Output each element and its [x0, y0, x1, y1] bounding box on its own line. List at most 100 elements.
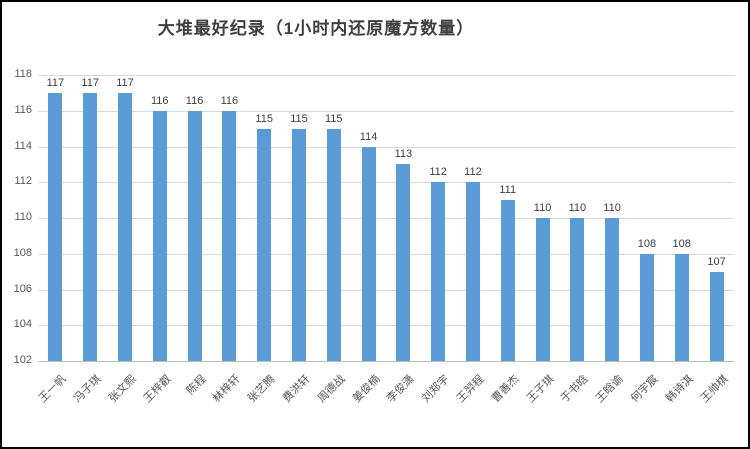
bar: [152, 110, 167, 361]
bar-series: 117 117 117 116 116 116 115 115 115 114 113 112 112 1…: [38, 75, 734, 361]
y-tick-label: 118: [14, 68, 32, 80]
x-category-label: 王帅棋: [698, 373, 731, 405]
y-tick-label: 114: [14, 139, 32, 152]
bar-slot: 117: [38, 75, 73, 361]
x-category-label: 王一帆: [37, 373, 70, 405]
bar: [465, 182, 480, 361]
bar-value-label: 117: [81, 76, 99, 89]
x-category-label: 李俊潇: [385, 373, 418, 405]
y-tick-label: 104: [13, 318, 32, 331]
bar: [326, 128, 341, 361]
x-category-label: 王子琪: [524, 373, 557, 405]
bar-value-label: 110: [568, 202, 587, 214]
x-category-label: 于书晗: [559, 373, 592, 405]
bar-value-label: 112: [464, 166, 482, 179]
x-axis: 王一帆 冯子琪 张文熙 王梓叡 陈程 林梓轩 张艺腾 费洪轩 周德战 姜俊楠 李俊潇 刘郑宇 王羿程 曹善…: [37, 363, 734, 447]
bar: [674, 253, 689, 361]
bar-value-label: 111: [499, 184, 517, 197]
bar-value-label: 116: [220, 94, 239, 107]
bar-slot: 110: [560, 75, 595, 361]
bar-slot: 115: [316, 75, 351, 361]
bar: [396, 164, 411, 361]
bar-value-label: 107: [707, 255, 726, 268]
gridline: [38, 110, 734, 112]
gridline: [38, 218, 734, 219]
bar-slot: 117: [108, 75, 143, 361]
x-category-label: 姜俊楠: [350, 373, 383, 405]
bar: [222, 110, 237, 361]
y-tick-label: 112: [14, 175, 32, 188]
x-category-label: 王晗谕: [593, 373, 626, 405]
bar-value-label: 117: [46, 76, 65, 89]
bar: [639, 253, 654, 361]
bar-value-label: 117: [116, 76, 134, 89]
bar: [605, 218, 620, 361]
bar-value-label: 108: [637, 237, 657, 250]
gridline: [38, 75, 734, 76]
bar-slot: 114: [351, 75, 386, 361]
bar-value-label: 116: [151, 94, 169, 107]
bar-slot: 116: [177, 75, 212, 361]
bar: [570, 218, 585, 361]
bar-value-label: 114: [359, 130, 378, 143]
bar: [431, 182, 446, 361]
x-category-label: 林梓轩: [211, 373, 244, 405]
bar-value-label: 116: [185, 94, 204, 107]
bar-slot: 116: [142, 75, 177, 361]
bar-slot: 110: [595, 75, 630, 361]
bar: [500, 200, 515, 361]
bar-slot: 108: [630, 75, 665, 361]
bar-value-label: 110: [533, 202, 552, 214]
bar: [187, 110, 202, 361]
bar-value-label: 108: [672, 237, 691, 250]
gridline: [38, 289, 734, 291]
bar: [257, 128, 272, 361]
bar-slot: 112: [421, 75, 456, 361]
bar-slot: 111: [490, 75, 525, 361]
bar-slot: 113: [386, 75, 421, 361]
bar-value-label: 115: [290, 112, 308, 125]
y-tick-label: 108: [13, 246, 32, 259]
x-category-label: 费洪轩: [280, 373, 313, 405]
gridline: [38, 253, 734, 255]
bar: [48, 92, 63, 361]
bar: [291, 128, 306, 361]
x-category-label: 何宇宸: [628, 373, 661, 405]
gridline: [38, 146, 734, 148]
bar-slot: 117: [73, 75, 108, 361]
bar-slot: 115: [247, 75, 282, 361]
bar-slot: 110: [525, 75, 560, 361]
x-category-label: 韩诗淇: [663, 373, 696, 405]
gridline: [38, 182, 734, 184]
plot-area: 117 117 117 116 116 116 115 115 115 114 113 112 112 1…: [38, 75, 734, 362]
bar-value-label: 115: [324, 112, 343, 125]
bar-value-label: 113: [394, 148, 413, 161]
x-category-label: 冯子琪: [71, 373, 104, 405]
bar-slot: 107: [699, 75, 734, 361]
x-category-label: 张艺腾: [245, 373, 278, 405]
bar: [83, 92, 98, 361]
y-axis: 102 104 106 108 110 112 114 116 118: [2, 2, 34, 447]
bar-value-label: 110: [603, 202, 621, 214]
x-category-label: 刘郑宇: [419, 373, 452, 405]
bar-slot: 112: [456, 75, 491, 361]
chart-title: 大堆最好纪录（1小时内还原魔方数量）: [157, 19, 475, 38]
bar-slot: 108: [664, 75, 699, 361]
y-tick-label: 106: [13, 282, 32, 295]
bar-slot: 115: [282, 75, 317, 361]
bar-value-label: 115: [255, 112, 273, 125]
bar: [361, 146, 376, 361]
gridline: [38, 325, 734, 327]
bar-slot: 116: [212, 75, 247, 361]
x-axis-line: [38, 361, 734, 362]
x-category-label: 张文熙: [106, 373, 139, 405]
bar: [709, 271, 724, 361]
x-category-label: 曹善杰: [489, 373, 522, 405]
y-tick-label: 110: [14, 211, 32, 223]
x-category-label: 陈程: [184, 373, 209, 398]
x-category-label: 王梓叡: [141, 373, 174, 405]
bar-value-label: 112: [429, 166, 447, 179]
x-category-label: 王羿程: [454, 373, 487, 405]
x-category-label: 周德战: [315, 373, 348, 405]
